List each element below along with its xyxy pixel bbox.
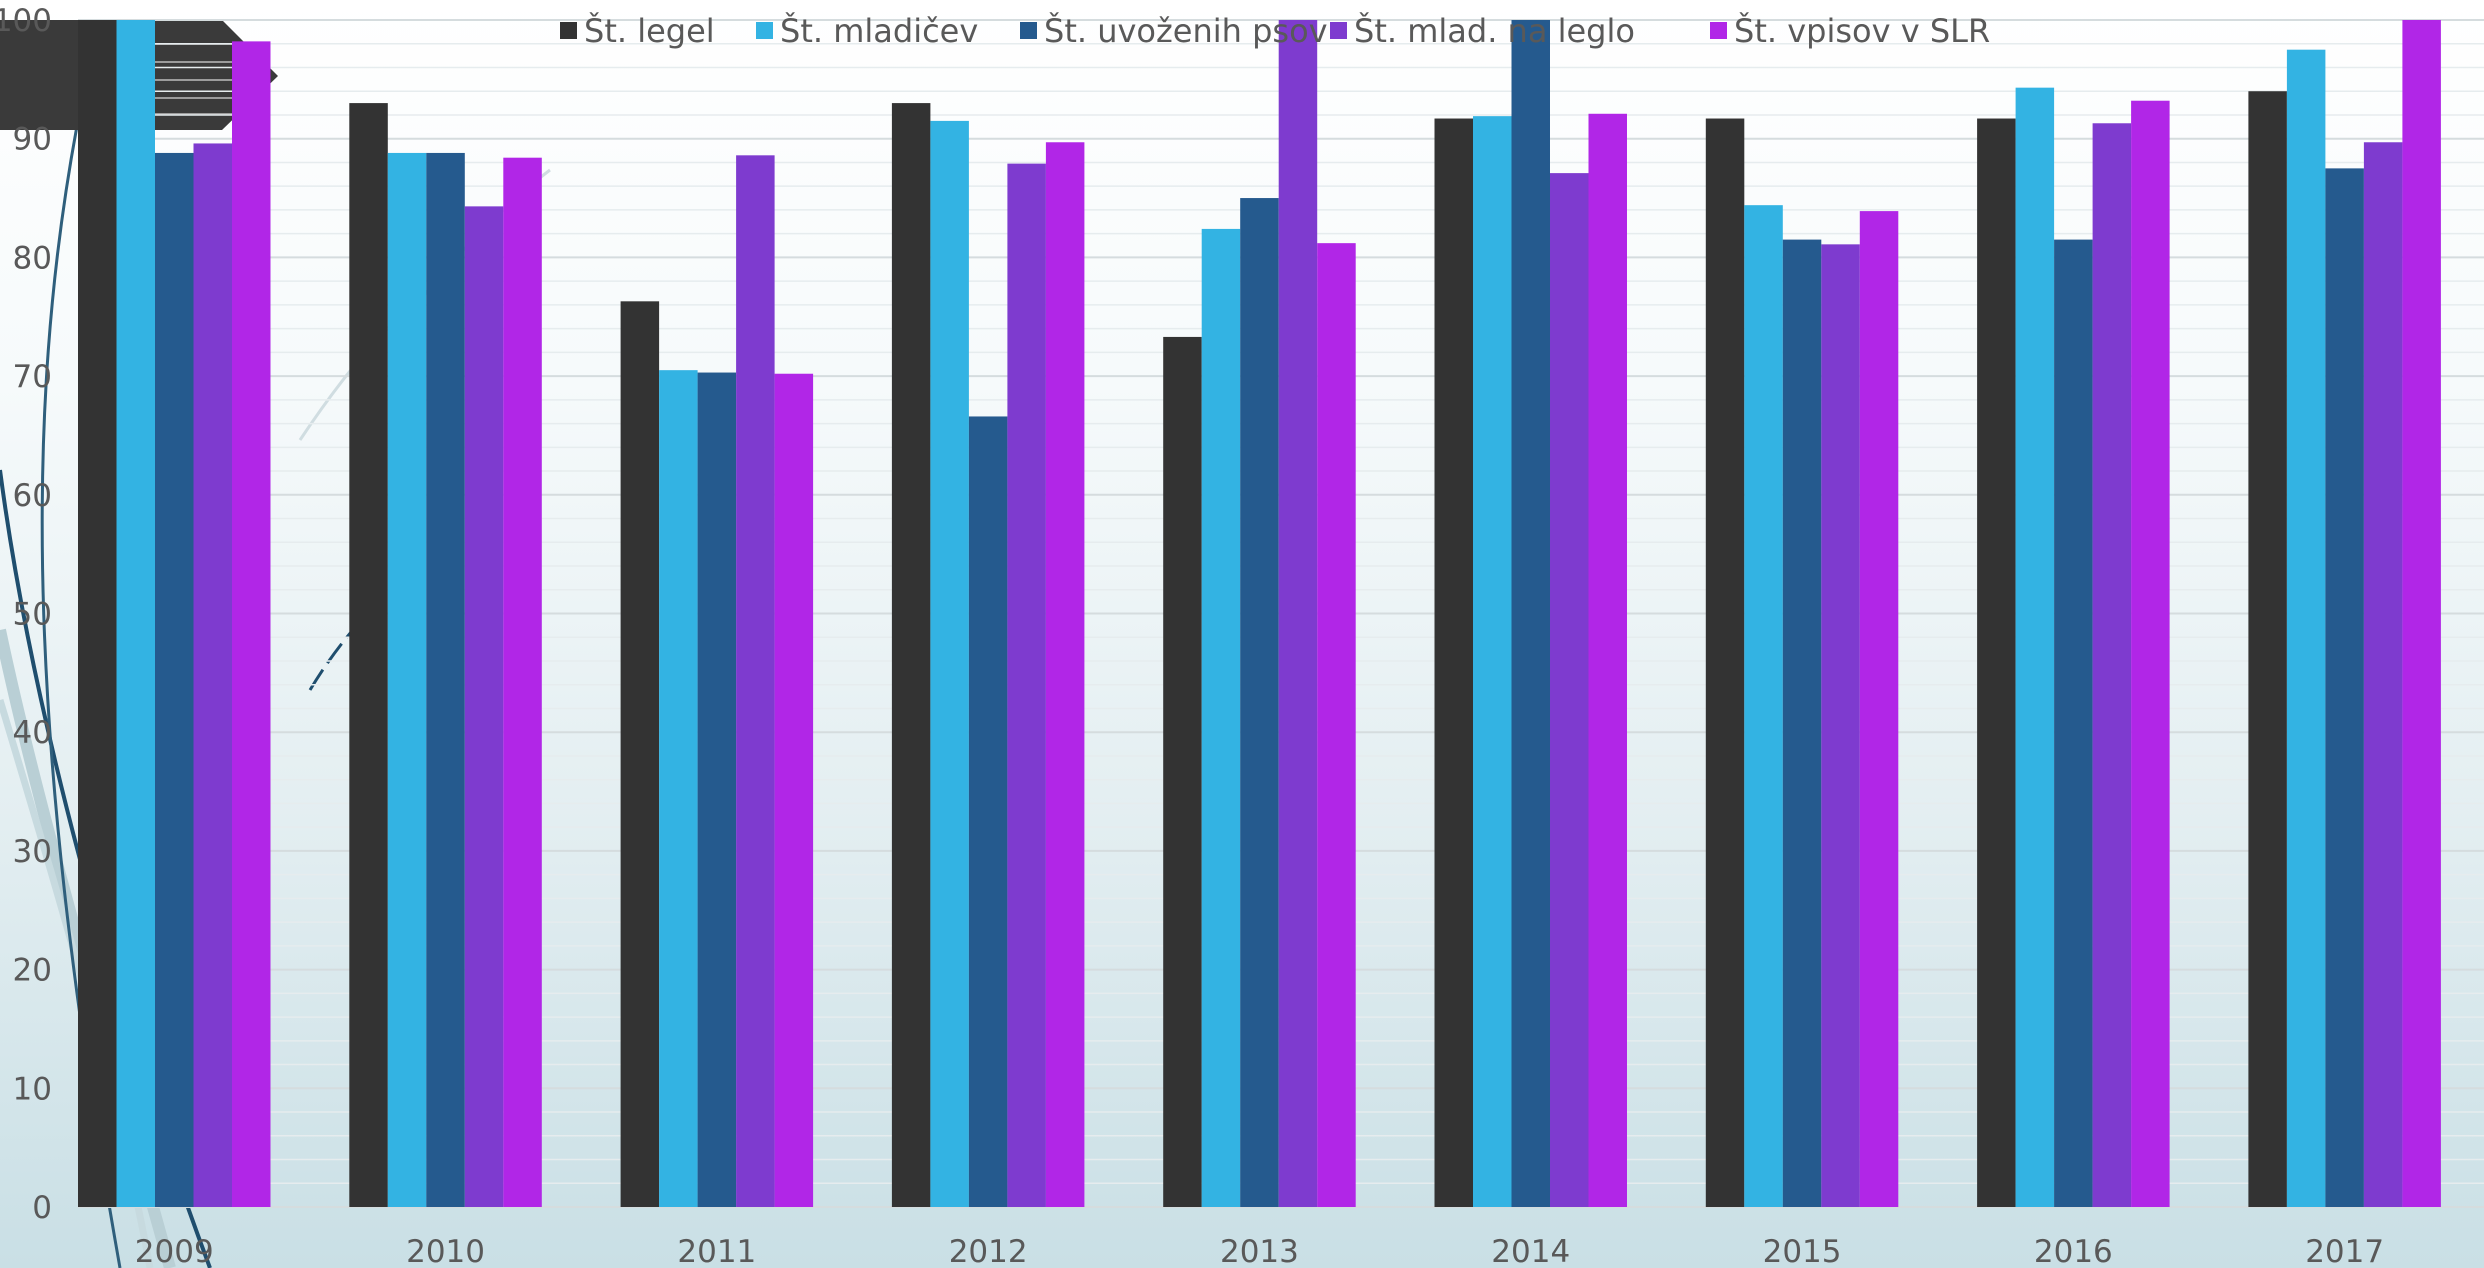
bar <box>2325 168 2364 1207</box>
bar <box>464 206 504 1207</box>
bar <box>620 301 660 1208</box>
y-tick-label: 70 <box>13 359 52 395</box>
bar <box>1317 243 1356 1207</box>
bar <box>1782 239 1822 1208</box>
y-tick-label: 40 <box>13 715 52 751</box>
bar <box>1744 205 1783 1207</box>
bar <box>2131 100 2170 1207</box>
bar <box>1163 336 1202 1208</box>
bar <box>2092 123 2132 1207</box>
bar <box>116 20 155 1207</box>
bar <box>503 157 542 1207</box>
bar <box>2248 91 2287 1208</box>
bar <box>1007 163 1046 1208</box>
bar <box>1201 228 1241 1208</box>
bar <box>1473 116 1512 1208</box>
bar <box>426 152 465 1208</box>
y-tick-label: 60 <box>13 478 52 514</box>
y-tick-label: 90 <box>13 122 52 158</box>
x-category-label: 2012 <box>949 1234 1028 1268</box>
bar <box>155 152 194 1208</box>
x-axis-category-labels: 2009 2010 2011 2012 2013 2014 2015 2016 2017 <box>135 1234 2384 1268</box>
x-category-label: 2015 <box>1763 1234 1842 1268</box>
bar <box>2015 87 2055 1208</box>
bar <box>1550 173 1589 1207</box>
legend-label: Št. legel <box>584 11 715 50</box>
legend-item: Št. uvoženih psov <box>1020 11 1328 50</box>
bar <box>2363 142 2403 1208</box>
bar <box>1821 244 1860 1207</box>
legend-item: Št. legel <box>560 11 715 50</box>
bar <box>193 143 232 1207</box>
legend-swatch <box>1710 22 1727 39</box>
legend-item: Št. vpisov v SLR <box>1710 11 1990 50</box>
bar <box>774 373 814 1207</box>
legend-swatch <box>1330 22 1347 39</box>
y-tick-label: 10 <box>13 1071 52 1107</box>
y-tick-label: 0 <box>32 1190 52 1226</box>
bar <box>891 103 931 1208</box>
x-category-label: 2011 <box>677 1234 756 1268</box>
legend-swatch <box>1020 22 1037 39</box>
bar <box>736 155 775 1207</box>
bar <box>1045 142 1085 1208</box>
legend-label: Št. uvoženih psov <box>1044 11 1328 50</box>
x-category-label: 2013 <box>1220 1234 1299 1268</box>
x-category-label: 2010 <box>406 1234 485 1268</box>
x-category-label: 2009 <box>135 1234 214 1268</box>
bar <box>2286 49 2326 1207</box>
legend-item: Št. mladičev <box>756 11 978 50</box>
bar <box>1434 118 1473 1207</box>
bar <box>232 41 271 1208</box>
bar <box>1278 20 1318 1207</box>
legend-swatch <box>560 22 577 39</box>
bar <box>1240 198 1279 1208</box>
bar <box>659 370 698 1207</box>
bar <box>930 120 969 1207</box>
legend-swatch <box>756 22 773 39</box>
legend-label: Št. mlad. na leglo <box>1354 11 1635 50</box>
bar <box>1859 211 1899 1207</box>
y-axis-tick-labels: 0 10 20 30 40 50 60 70 80 90 100 <box>0 3 52 1226</box>
bar <box>2054 239 2093 1208</box>
bars <box>78 20 2441 1208</box>
bar <box>78 20 117 1207</box>
bar <box>349 103 388 1208</box>
y-tick-label: 100 <box>0 3 52 39</box>
bar <box>1705 118 1745 1207</box>
bar <box>1977 118 2016 1207</box>
x-category-label: 2014 <box>1491 1234 1570 1268</box>
x-category-label: 2017 <box>2305 1234 2384 1268</box>
x-category-label: 2016 <box>2034 1234 2113 1268</box>
bar <box>968 416 1008 1207</box>
y-tick-label: 30 <box>13 834 52 870</box>
y-tick-label: 50 <box>13 597 52 633</box>
legend-label: Št. mladičev <box>780 11 978 50</box>
bar <box>1588 113 1627 1208</box>
bar <box>2402 20 2441 1207</box>
y-tick-label: 80 <box>13 240 52 276</box>
y-tick-label: 20 <box>13 953 52 989</box>
legend-label: Št. vpisov v SLR <box>1734 11 1990 50</box>
legend: Št. legel Št. mladičev Št. uvoženih psov Št… <box>560 11 1990 50</box>
bar <box>697 372 737 1207</box>
bar <box>1511 20 1550 1207</box>
legend-item: Št. mlad. na leglo <box>1330 11 1635 50</box>
bar <box>387 152 427 1208</box>
